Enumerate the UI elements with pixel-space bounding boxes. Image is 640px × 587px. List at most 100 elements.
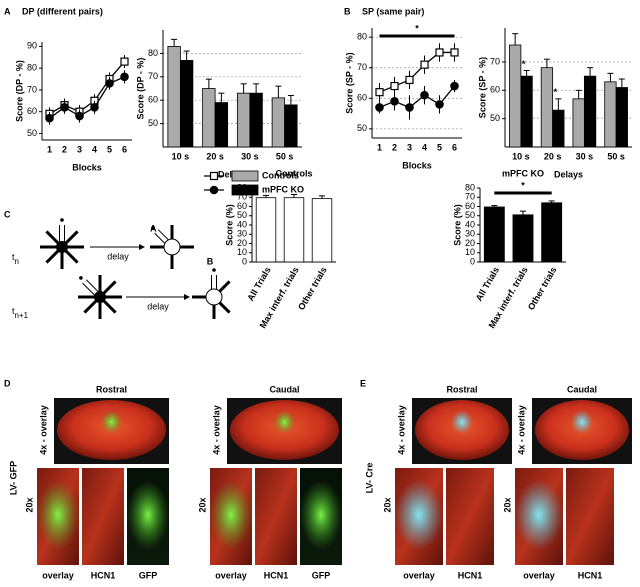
bar: [255, 197, 277, 263]
y-tick-label: 10: [465, 247, 475, 257]
reward-dot: [79, 276, 83, 280]
bar: [583, 75, 597, 148]
x-tick-label: 30 s: [576, 151, 594, 161]
y-tick-label: 80: [465, 182, 475, 192]
y-tick-label: 0: [242, 256, 247, 266]
marker: [450, 81, 459, 91]
trial-index: n+1: [15, 311, 29, 320]
x-tick-label: 2: [392, 142, 397, 152]
y-tick-label: 50: [237, 210, 247, 220]
bar: [483, 206, 505, 263]
x-tick-label: 3: [77, 144, 82, 154]
bar: [236, 92, 251, 148]
trial-time: t: [12, 306, 15, 316]
panel-label: D: [4, 378, 11, 388]
marker: [405, 103, 414, 112]
bar: [202, 88, 216, 148]
magnification-label: 20x: [502, 497, 512, 512]
magnification-label: 20x: [24, 497, 34, 512]
channel-label: overlay: [403, 570, 435, 580]
delay-label: delay: [107, 251, 129, 261]
y-axis-label: Score (DP - %): [135, 58, 145, 120]
y-tick-label: 30: [237, 229, 247, 239]
bar: [540, 67, 554, 148]
bar: [512, 214, 534, 263]
maze-center: [163, 238, 181, 256]
expression-blob: [100, 410, 123, 434]
expression-signal: [395, 480, 443, 550]
maze-arm: [218, 301, 231, 314]
marker: [420, 90, 429, 100]
y-tick-label: 20: [465, 238, 475, 248]
delay-label: delay: [147, 301, 169, 311]
maze-center: [94, 291, 106, 303]
panel-label: E: [360, 378, 366, 388]
x-axis-label: Blocks: [402, 160, 432, 170]
x-tick-label: 1: [377, 142, 382, 152]
bar: [552, 109, 565, 148]
y-tick-label: 50: [465, 210, 475, 220]
channel-label: HCN1: [264, 570, 289, 580]
bar: [249, 92, 263, 148]
marker: [105, 79, 114, 88]
trial-label: tn: [12, 252, 19, 266]
channel-label: GFP: [312, 570, 331, 580]
significance-mark: *: [522, 59, 526, 69]
marker: [90, 103, 99, 112]
expression-blob: [571, 410, 593, 434]
marker: [450, 48, 459, 57]
y-tick-label: 80: [27, 63, 37, 73]
bar: [615, 87, 628, 148]
magnification-label: 4x - overlay: [516, 405, 526, 455]
channel-label: overlay: [42, 570, 74, 580]
micrograph: [255, 468, 297, 565]
x-tick-label: 20 s: [544, 151, 562, 161]
channel-label: HCN1: [458, 570, 483, 580]
trial-label: tn+1: [12, 306, 29, 320]
arrow-head: [139, 244, 145, 250]
y-tick-label: 60: [148, 95, 158, 105]
x-tick-label: 5: [107, 144, 112, 154]
y-tick-label: 90: [27, 41, 37, 51]
legend-label: mPFC KO: [262, 184, 304, 194]
y-tick-label: 50: [357, 123, 367, 133]
y-tick-label: 50: [27, 128, 37, 138]
y-tick-label: 60: [27, 106, 37, 116]
y-tick-label: 40: [465, 219, 475, 229]
chart-title: mPFC KO: [502, 168, 544, 178]
y-axis-label: Score (SP - %): [344, 52, 354, 113]
y-axis-label: Score (%): [452, 204, 462, 246]
panel-label: C: [4, 209, 11, 219]
y-tick-label: 20: [237, 238, 247, 248]
arrow-head: [184, 294, 190, 300]
x-tick-label: 50 s: [276, 151, 294, 161]
x-axis-label: Blocks: [72, 162, 102, 172]
magnification-label: 4x - overlay: [38, 405, 48, 455]
maze-center: [56, 241, 68, 253]
expression-blob: [451, 410, 473, 434]
legend-marker: [209, 171, 219, 181]
marker: [375, 103, 384, 112]
x-tick-label: 6: [122, 144, 127, 154]
channel-label: GFP: [139, 570, 158, 580]
bar: [509, 44, 522, 148]
x-tick-label: 10 s: [512, 151, 530, 161]
panel-title: DP (different pairs): [22, 6, 103, 16]
reward-dot: [60, 218, 64, 222]
expression-blob: [273, 410, 296, 434]
channel-label: overlay: [215, 570, 247, 580]
reward-dot: [151, 226, 155, 230]
magnification-label: 20x: [197, 497, 207, 512]
arm-label: A: [150, 223, 157, 233]
channel-label: HCN1: [578, 570, 603, 580]
marker: [420, 60, 429, 69]
section-title: Caudal: [269, 384, 299, 394]
y-tick-label: 50: [148, 118, 158, 128]
y-axis-label: Score (DP - %): [14, 60, 24, 122]
y-tick-label: 70: [490, 56, 500, 66]
channel-label: HCN1: [91, 570, 116, 580]
arm-label: B: [207, 256, 214, 266]
section-title: Rostral: [96, 384, 127, 394]
marker: [45, 113, 54, 123]
